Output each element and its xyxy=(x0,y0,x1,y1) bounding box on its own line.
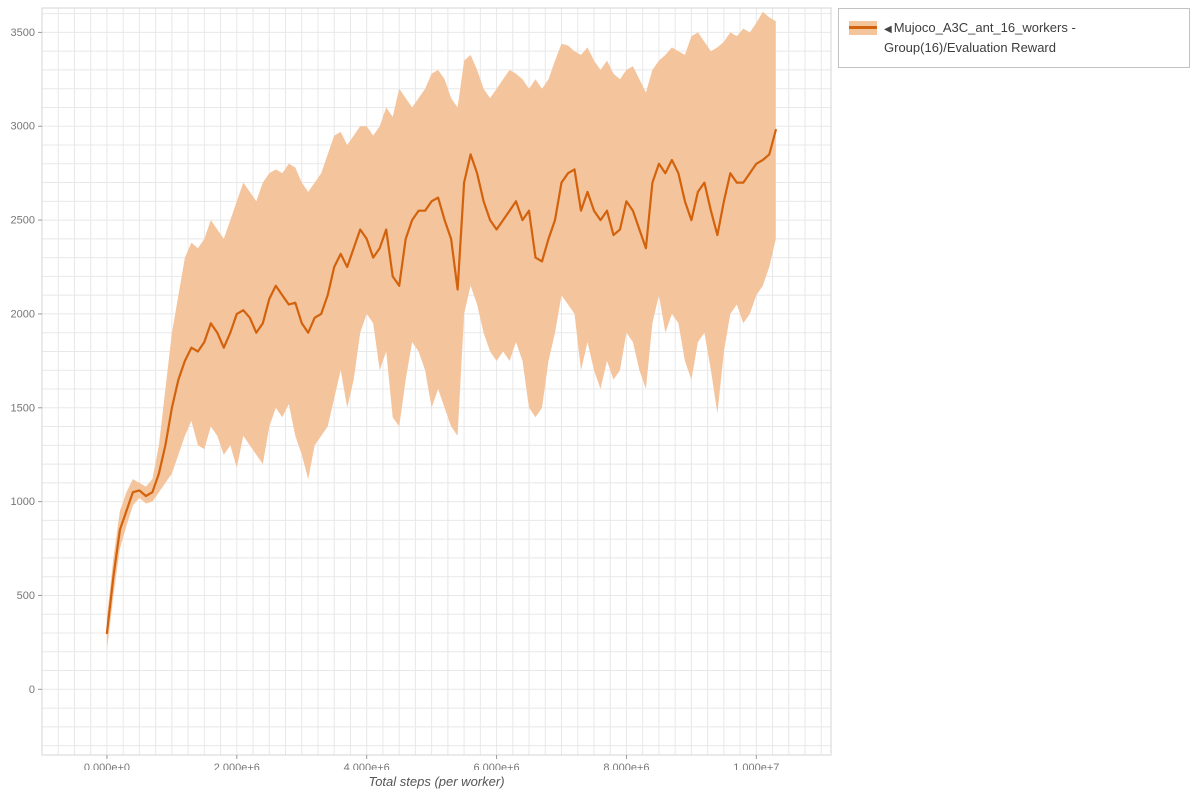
legend-label[interactable]: Mujoco_A3C_ant_16_workers - Group(16)/Ev… xyxy=(884,20,1076,56)
y-tick-label: 3000 xyxy=(11,121,35,133)
y-tick-label: 500 xyxy=(17,590,35,602)
x-tick-label: 0.000e+0 xyxy=(84,762,130,770)
mean-line xyxy=(105,128,777,635)
reward-chart-svg: 0.000e+0 2.000e+6 4.000e+6 6.000e+6 8.000e+6… xyxy=(11,7,832,770)
plot-border xyxy=(41,7,832,756)
y-axis-ticks: 0 500 1000 1500 2000 2500 3000 3500 xyxy=(11,27,42,696)
y-tick-label: 1500 xyxy=(11,402,35,414)
x-tick-label: 6.000e+6 xyxy=(473,762,519,770)
chart-area: 0.000e+0 2.000e+6 4.000e+6 6.000e+6 8.000e+6… xyxy=(11,7,832,789)
x-axis-title: Total steps (per worker) xyxy=(368,774,505,789)
x-tick-label: 8.000e+6 xyxy=(603,762,649,770)
legend: ◀ Mujoco_A3C_ant_16_workers - Group(16)/E… xyxy=(838,8,1190,69)
x-tick-label: 1.000e+7 xyxy=(733,762,779,770)
x-tick-label: 2.000e+6 xyxy=(214,762,260,770)
y-tick-label: 2500 xyxy=(11,215,35,227)
legend-entry: ◀ Mujoco_A3C_ant_16_workers - Group(16)/E… xyxy=(884,18,1179,58)
legend-collapse-icon[interactable]: ◀ xyxy=(884,24,892,35)
legend-swatch[interactable] xyxy=(849,21,877,35)
confidence-band xyxy=(106,11,776,650)
y-tick-label: 0 xyxy=(29,684,35,696)
x-tick-label: 4.000e+6 xyxy=(344,762,390,770)
y-tick-label: 2000 xyxy=(11,308,35,320)
y-tick-label: 3500 xyxy=(11,27,35,39)
legend-swatch-line-icon xyxy=(849,26,877,29)
y-tick-label: 1000 xyxy=(11,496,35,508)
x-axis-ticks: 0.000e+0 2.000e+6 4.000e+6 6.000e+6 8.000e+6… xyxy=(84,755,779,770)
